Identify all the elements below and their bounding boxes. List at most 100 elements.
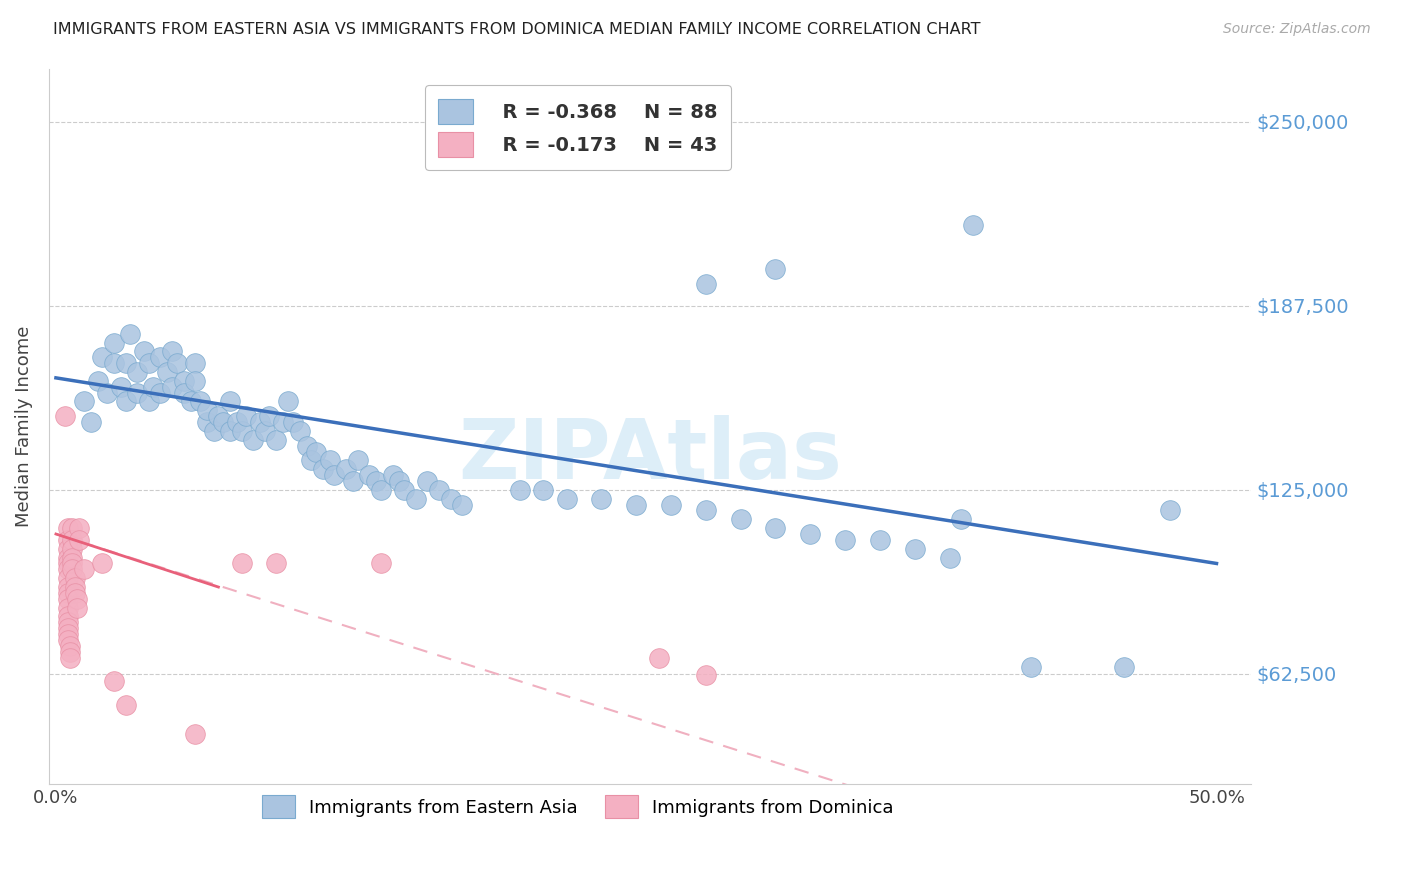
Point [103,356,125,370]
Point [91,557,114,571]
Point [56,580,79,594]
Point [59,645,82,659]
Point [134,344,156,359]
Point [160,344,183,359]
Point [212,415,235,429]
Point [1112,659,1135,673]
Point [86,374,108,388]
Point [114,356,136,370]
Text: Source: ZipAtlas.com: Source: ZipAtlas.com [1223,22,1371,37]
Point [127,385,149,400]
Point [60,550,83,565]
Point [56,633,79,648]
Point [114,394,136,409]
Point [127,365,149,379]
Point [91,350,114,364]
Point [439,491,461,506]
Point [388,474,411,488]
Point [219,394,242,409]
Point [765,261,787,276]
Point [695,668,717,682]
Point [80,415,103,429]
Point [531,483,554,497]
Text: ZIPAtlas: ZIPAtlas [458,415,842,496]
Point [962,218,984,232]
Point [235,409,257,424]
Point [1159,503,1181,517]
Point [114,698,136,712]
Point [59,639,82,653]
Point [188,394,211,409]
Point [103,335,125,350]
Point [60,562,83,576]
Point [427,483,450,497]
Point [249,415,271,429]
Point [312,462,335,476]
Point [950,512,973,526]
Point [73,394,96,409]
Point [166,356,188,370]
Point [56,557,79,571]
Point [319,453,342,467]
Point [281,415,304,429]
Point [184,356,207,370]
Point [392,483,415,497]
Point [149,385,172,400]
Point [160,380,183,394]
Point [242,433,264,447]
Point [59,650,82,665]
Point [184,727,207,741]
Point [103,674,125,689]
Point [56,591,79,606]
Point [110,380,132,394]
Point [138,356,160,370]
Point [56,627,79,641]
Point [226,415,249,429]
Point [195,403,218,417]
Point [67,533,90,547]
Point [60,557,83,571]
Point [266,433,288,447]
Point [342,474,364,488]
Point [180,394,202,409]
Point [323,468,346,483]
Point [305,444,328,458]
Point [66,600,89,615]
Point [56,615,79,630]
Point [405,491,427,506]
Point [659,498,682,512]
Point [63,580,86,594]
Point [63,571,86,585]
Point [509,483,531,497]
Point [626,498,648,512]
Point [66,591,89,606]
Point [195,415,218,429]
Point [295,439,318,453]
Point [56,571,79,585]
Point [366,474,388,488]
Point [277,394,299,409]
Point [142,380,165,394]
Point [56,533,79,547]
Point [173,385,195,400]
Point [938,550,960,565]
Point [56,541,79,556]
Point [259,409,281,424]
Point [799,527,821,541]
Point [231,424,253,438]
Point [288,424,311,438]
Point [904,541,927,556]
Text: IMMIGRANTS FROM EASTERN ASIA VS IMMIGRANTS FROM DOMINICA MEDIAN FAMILY INCOME CO: IMMIGRANTS FROM EASTERN ASIA VS IMMIGRAN… [53,22,981,37]
Point [659,144,682,158]
Point [56,550,79,565]
Point [648,650,671,665]
Point [231,557,253,571]
Point [695,503,717,517]
Point [173,374,195,388]
Point [299,453,322,467]
Legend: Immigrants from Eastern Asia, Immigrants from Dominica: Immigrants from Eastern Asia, Immigrants… [256,788,901,825]
Point [96,385,118,400]
Point [346,453,368,467]
Point [253,424,276,438]
Point [63,586,86,600]
